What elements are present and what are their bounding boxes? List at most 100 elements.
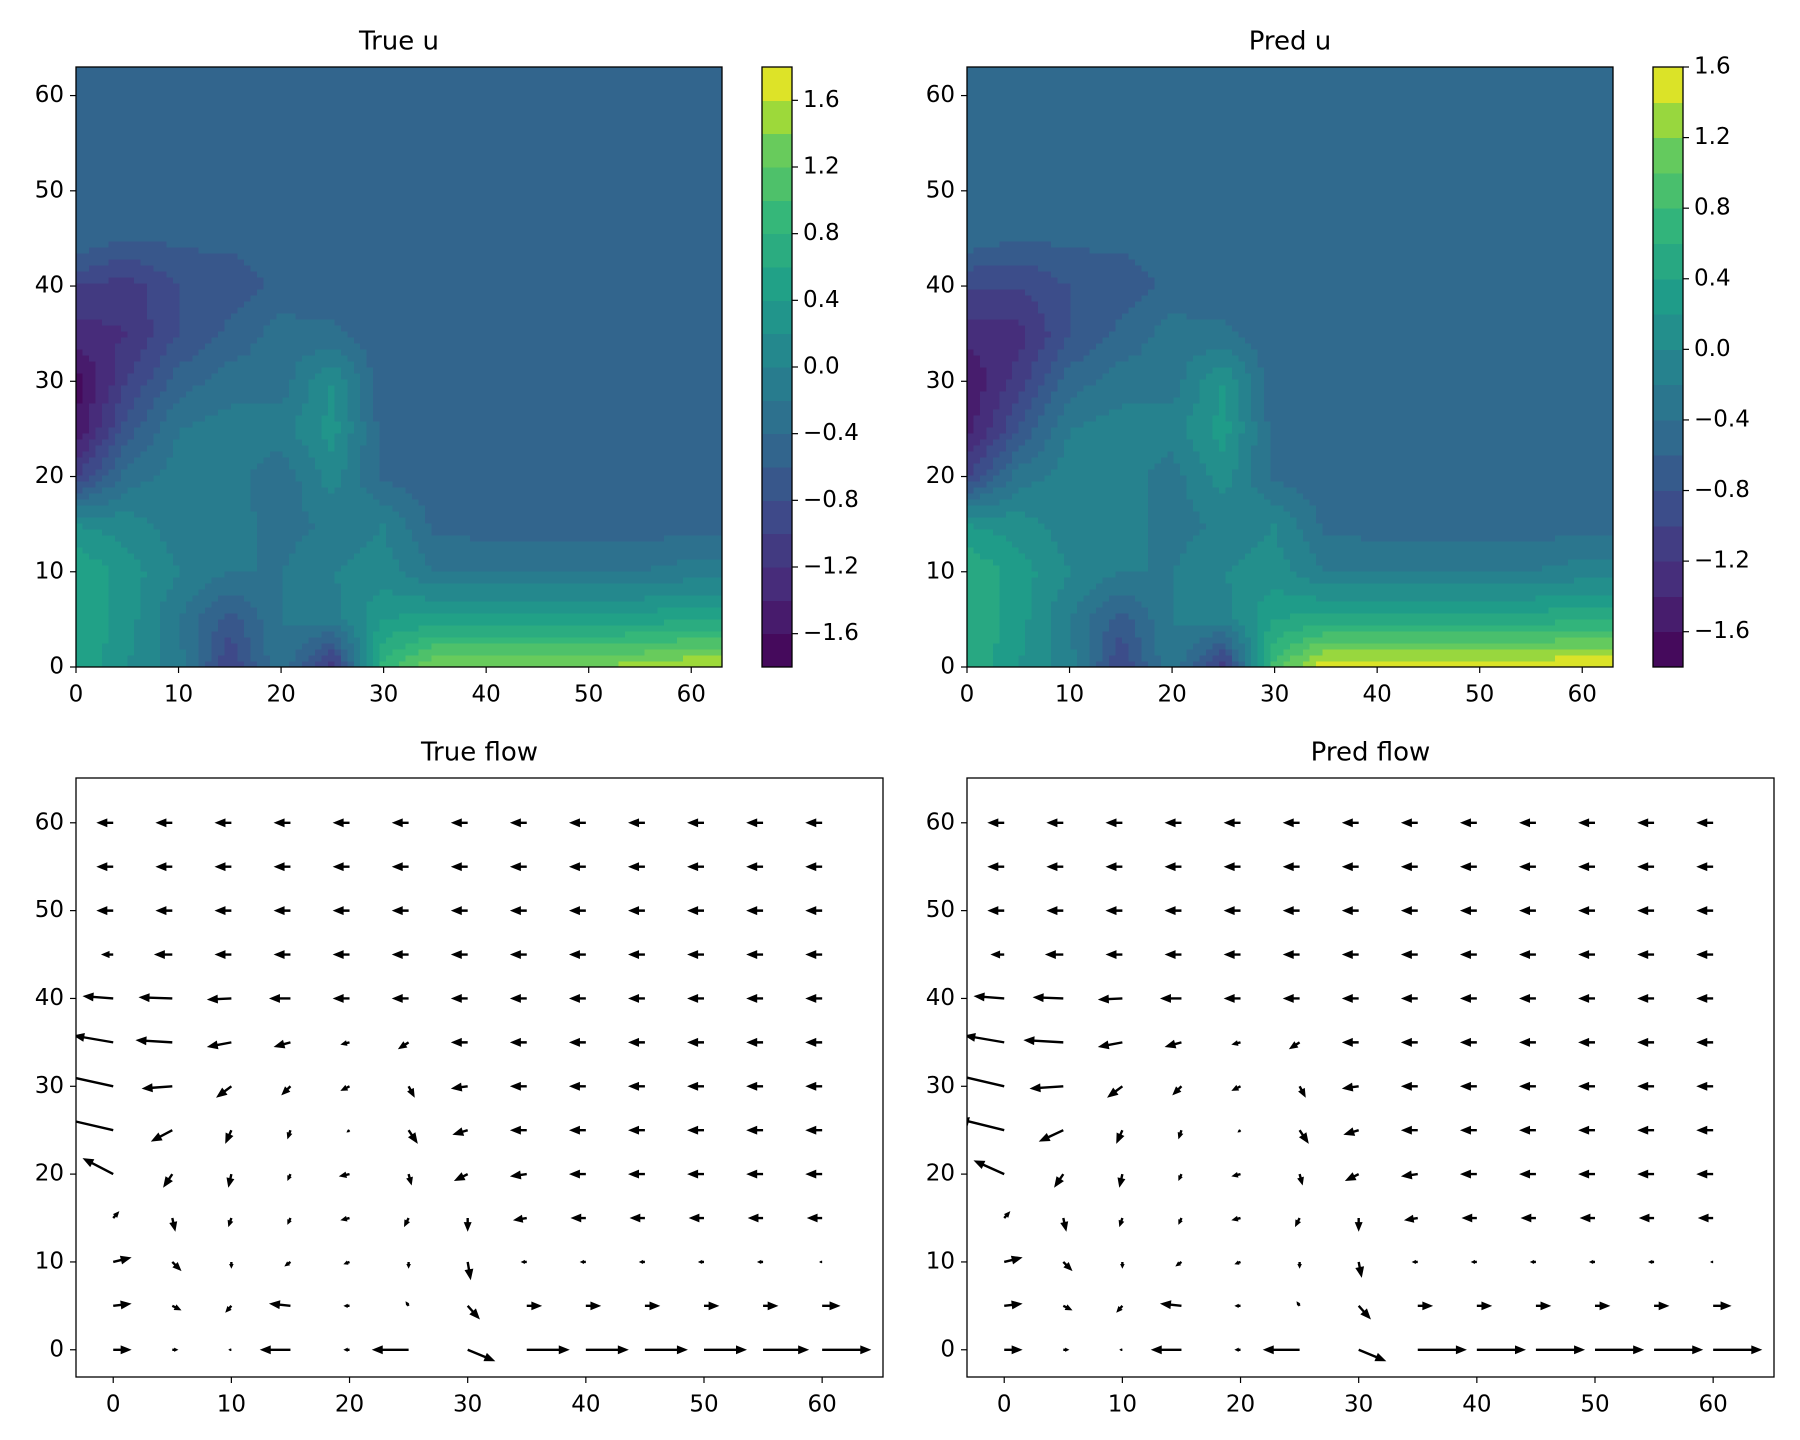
contour-cell xyxy=(386,265,394,272)
contour-cell xyxy=(256,199,264,206)
contour-cell xyxy=(347,415,355,422)
contour-cell xyxy=(308,619,316,626)
contour-cell xyxy=(334,505,342,512)
contour-cell xyxy=(289,181,297,188)
contour-cell xyxy=(76,427,84,434)
contour-cell xyxy=(315,277,323,284)
contour-cell xyxy=(179,109,187,116)
contour-cell xyxy=(392,553,400,560)
contour-cell xyxy=(360,445,368,452)
contour-cell xyxy=(147,481,155,488)
contour-cell xyxy=(114,229,122,236)
contour-cell xyxy=(179,121,187,128)
contour-cell xyxy=(172,181,180,188)
contour-cell xyxy=(289,505,297,512)
contour-cell xyxy=(263,295,271,302)
contour-cell xyxy=(256,523,264,530)
contour-cell xyxy=(295,301,303,308)
contour-cell xyxy=(250,343,258,350)
contour-cell xyxy=(276,151,284,158)
contour-cell xyxy=(159,217,168,224)
contour-cell xyxy=(211,541,219,548)
contour-cell xyxy=(366,649,374,656)
contour-cell xyxy=(205,331,213,338)
contour-cell xyxy=(386,577,394,584)
contour-cell xyxy=(179,433,187,440)
contour-cell xyxy=(379,121,387,128)
contour-cell xyxy=(101,529,109,536)
contour-cell xyxy=(147,271,155,278)
contour-cell xyxy=(392,517,400,524)
contour-cell xyxy=(127,463,135,470)
contour-cell xyxy=(366,307,374,314)
contour-cell xyxy=(218,595,226,602)
contour-cell xyxy=(282,283,290,290)
contour-cell xyxy=(211,391,219,398)
contour-cell xyxy=(192,343,200,350)
contour-cell xyxy=(218,655,226,662)
contour-cell xyxy=(327,97,335,104)
contour-cell xyxy=(147,163,155,170)
contour-cell xyxy=(134,451,142,458)
contour-cell xyxy=(276,529,284,536)
contour-cell xyxy=(159,163,168,170)
contour-cell xyxy=(211,133,219,140)
contour-cell xyxy=(269,391,277,398)
contour-cell xyxy=(308,511,316,518)
contour-cell xyxy=(179,295,187,302)
contour-cell xyxy=(127,127,135,134)
contour-cell xyxy=(218,385,226,392)
contour-cell xyxy=(192,397,200,404)
contour-cell xyxy=(353,391,361,398)
contour-cell xyxy=(179,103,187,110)
contour-cell xyxy=(127,223,135,230)
contour-cell xyxy=(82,463,90,470)
contour-cell xyxy=(121,379,129,386)
contour-cell xyxy=(308,79,316,86)
contour-cell xyxy=(218,565,226,572)
contour-cell xyxy=(101,283,109,290)
contour-cell xyxy=(172,577,180,584)
contour-cell xyxy=(198,361,206,368)
contour-cell xyxy=(250,631,258,638)
contour-cell xyxy=(231,127,239,134)
contour-cell xyxy=(256,97,264,104)
contour-cell xyxy=(218,271,226,278)
contour-cell xyxy=(289,535,297,542)
contour-cell xyxy=(392,487,400,494)
contour-cell xyxy=(289,421,297,428)
contour-cell xyxy=(205,313,213,320)
contour-cell xyxy=(295,337,303,344)
contour-cell xyxy=(327,451,335,458)
contour-cell xyxy=(379,577,387,584)
contour-cell xyxy=(315,649,323,656)
contour-cell xyxy=(108,79,116,86)
contour-cell xyxy=(205,271,213,278)
contour-cell xyxy=(321,493,329,500)
contour-cell xyxy=(256,295,264,302)
contour-cell xyxy=(134,385,142,392)
contour-cell xyxy=(153,301,161,308)
contour-cell xyxy=(256,571,264,578)
contour-cell xyxy=(205,589,213,596)
contour-cell xyxy=(302,385,310,392)
contour-cell xyxy=(108,559,116,566)
contour-cell xyxy=(147,595,155,602)
contour-cell xyxy=(276,343,284,350)
contour-cell xyxy=(192,361,200,368)
contour-cell xyxy=(315,187,323,194)
contour-cell xyxy=(360,541,368,548)
contour-cell xyxy=(153,391,161,398)
contour-cell xyxy=(269,511,277,518)
contour-cell xyxy=(166,625,174,632)
contour-cell xyxy=(185,343,193,350)
contour-cell xyxy=(114,349,122,356)
contour-cell xyxy=(114,391,122,398)
contour-cell xyxy=(276,229,284,236)
contour-cell xyxy=(392,235,400,242)
contour-cell xyxy=(379,595,387,602)
contour-cell xyxy=(147,637,155,644)
contour-cell xyxy=(243,553,252,560)
contour-cell xyxy=(276,79,284,86)
contour-cell xyxy=(237,307,245,314)
